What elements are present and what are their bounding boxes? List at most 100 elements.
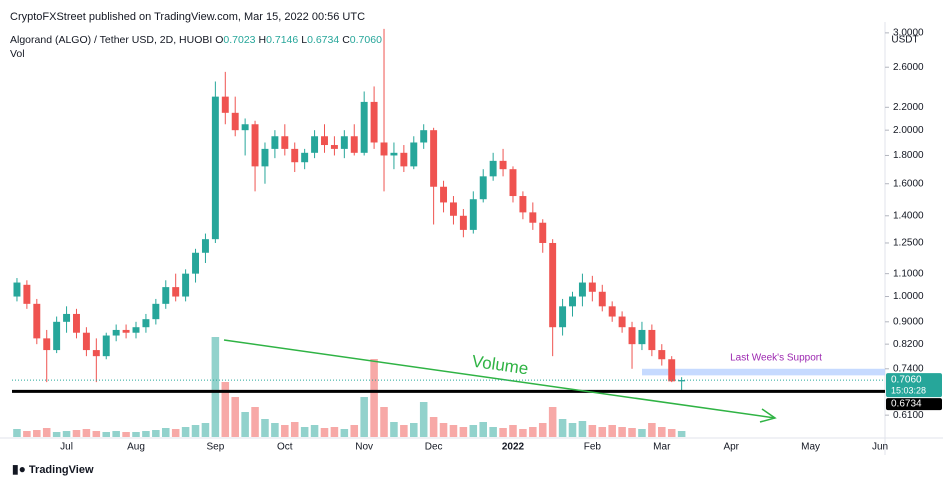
volume-bar: [677, 431, 686, 437]
volume-bar: [92, 431, 101, 437]
logo: ▮● TradingView: [12, 462, 94, 476]
volume-bar: [350, 425, 359, 437]
volume-bar: [231, 397, 239, 437]
volume-bar: [449, 425, 458, 437]
x-tick-label: May: [801, 442, 820, 453]
volume-bar: [618, 427, 626, 437]
candle-body: [648, 329, 656, 351]
x-tick-label: Jul: [60, 442, 73, 453]
candle-body: [420, 130, 428, 143]
volume-bar: [548, 407, 557, 437]
volume-bar: [152, 430, 160, 437]
candle-body: [261, 148, 269, 167]
y-tick-label: 0.6100: [893, 410, 924, 421]
ohlc-value: 0.6734: [307, 34, 340, 46]
candle-body: [92, 350, 100, 357]
volume-bar: [82, 429, 91, 437]
x-tick-label: Feb: [584, 442, 602, 453]
volume-bar: [419, 402, 428, 437]
y-tick-label: 0.7400: [893, 363, 924, 374]
candle-body: [13, 282, 21, 297]
volume-bar: [171, 429, 180, 437]
candle-body: [549, 242, 557, 328]
candle-body: [618, 316, 626, 328]
volume-bar: [439, 423, 448, 437]
volume-bar: [469, 425, 478, 437]
candle-body: [459, 215, 467, 230]
volume-bar: [161, 428, 170, 437]
volume-bar: [191, 425, 200, 437]
candle-body: [231, 112, 239, 131]
countdown: 15:03:28: [891, 385, 926, 395]
candle-body: [321, 136, 328, 146]
volume-bar: [519, 429, 527, 437]
candle-body: [608, 306, 616, 317]
volume-bar: [628, 428, 636, 437]
ohlc-key: H: [258, 34, 267, 46]
ohlc: O0.7023 H0.7146 L0.6734 C0.7060: [215, 34, 385, 46]
candle-body: [380, 142, 388, 156]
y-tick-label: 2.0000: [893, 125, 924, 136]
candle-body: [291, 148, 299, 163]
y-tick-label: 0.9000: [893, 316, 924, 327]
x-tick-label: Oct: [277, 442, 293, 453]
arrow-head: [759, 408, 777, 423]
candle-body: [311, 136, 319, 153]
volume-bar: [320, 428, 329, 437]
volume-bar: [221, 382, 230, 437]
candle-body: [221, 96, 229, 113]
x-tick-label: Sep: [206, 442, 224, 453]
candle-body: [172, 287, 180, 297]
candle-body: [390, 152, 398, 156]
support-price-label: 0.6734: [891, 399, 922, 410]
volume-bar: [360, 397, 368, 437]
volume-bar: [667, 429, 676, 437]
volume-bar: [429, 417, 438, 437]
ohlc-value: 0.7146: [266, 34, 299, 46]
volume-bar: [132, 432, 140, 437]
candle-body: [132, 327, 140, 333]
volume-bar: [489, 427, 497, 437]
y-tick-label: 1.6000: [893, 178, 924, 189]
candle-body: [330, 145, 338, 149]
candle-body: [430, 130, 438, 187]
y-tick-label: 3.0000: [893, 28, 924, 39]
candle-body: [162, 287, 170, 304]
candle-body: [182, 273, 190, 297]
candle-body: [33, 303, 41, 339]
candle-body: [449, 202, 457, 216]
volume-bar: [23, 431, 31, 437]
volume-bar: [290, 422, 299, 437]
symbol-line: Algorand (ALGO) / Tether USD, 2D, HUOBI …: [10, 34, 385, 46]
candle-body: [73, 313, 80, 333]
candle-body: [509, 169, 517, 197]
candle-body: [370, 101, 378, 143]
vol-label: Vol: [10, 48, 25, 60]
volume-bar: [281, 425, 289, 437]
trend-arrow: [223, 339, 776, 419]
volume-bar: [390, 422, 398, 437]
volume-bar: [568, 423, 577, 437]
candle-body: [658, 350, 666, 360]
candle-body: [23, 284, 31, 304]
candle-body: [122, 329, 130, 333]
candle-body: [499, 160, 507, 170]
candle-body: [479, 176, 487, 200]
volume-bar: [588, 425, 597, 437]
candle-body: [53, 321, 61, 351]
annotation: Volume: [471, 352, 530, 379]
volume-bar: [459, 427, 468, 437]
candle-body: [142, 319, 150, 328]
volume-bar: [201, 423, 210, 437]
volume-bar: [558, 419, 567, 437]
candle-body: [211, 96, 219, 240]
volume-bar: [102, 432, 111, 437]
volume-bar: [509, 425, 517, 437]
y-tick-label: 1.4000: [893, 210, 924, 221]
candle-body: [112, 329, 120, 336]
ohlc-key: O: [215, 34, 224, 46]
volume-bar: [658, 427, 666, 437]
candle-body: [271, 136, 279, 149]
symbol: Algorand (ALGO) / Tether USD, 2D, HUOBI: [10, 34, 213, 46]
